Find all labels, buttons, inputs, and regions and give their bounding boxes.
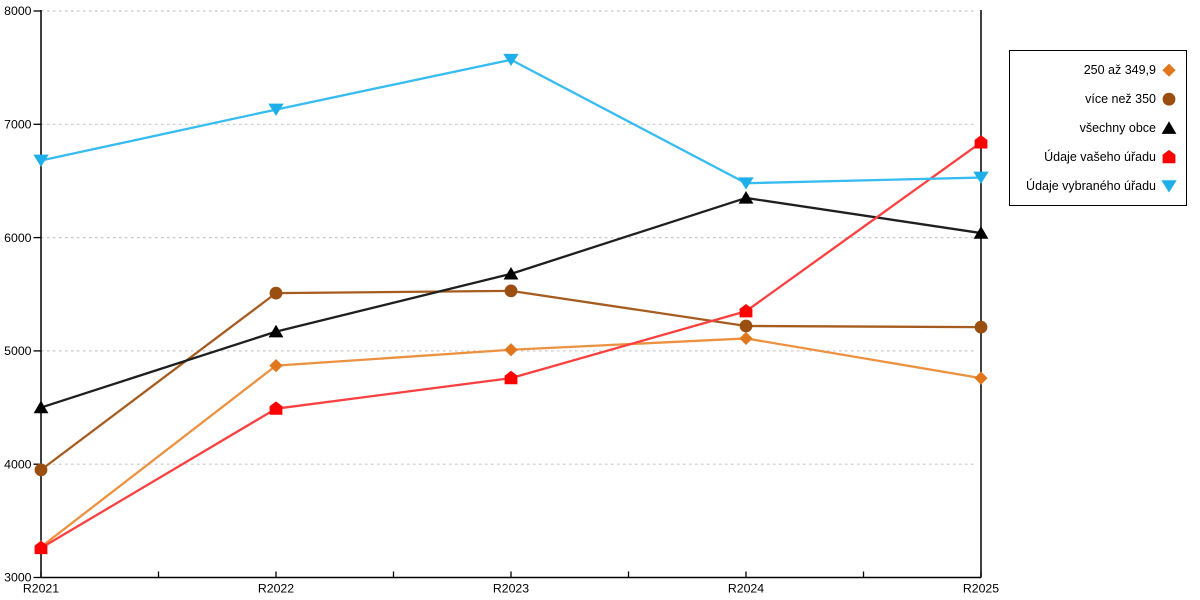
triangle-down-marker (33, 154, 49, 167)
diamond-marker (269, 359, 283, 373)
triangle-up-icon (1161, 121, 1177, 134)
x-axis-label: R2023 (493, 582, 529, 596)
pentagon-marker (269, 401, 283, 415)
y-axis-label: 8000 (4, 4, 32, 18)
legend-marker-shape (1161, 180, 1177, 193)
series-line-4 (40, 58, 982, 185)
triangle-down-marker (738, 177, 754, 190)
legend-item: Údaje vašeho úřadu (1016, 149, 1177, 165)
triangle-up-marker (33, 400, 49, 414)
circle-icon (1162, 92, 1176, 106)
x-axis-label: R2024 (728, 582, 764, 596)
triangle-down-marker (973, 171, 989, 184)
circle-marker (269, 286, 283, 300)
legend-item: všechny obce (1016, 120, 1177, 136)
circle-marker (504, 284, 518, 298)
x-axis-label: R2022 (258, 582, 294, 596)
pentagon-marker (739, 303, 753, 318)
legend-label: více než 350 (1085, 92, 1156, 106)
diamond-icon (1162, 63, 1176, 77)
y-axis-label: 4000 (4, 457, 32, 471)
legend-marker-shape (1161, 121, 1177, 134)
x-axis-label: R2025 (963, 582, 999, 596)
triangle-down-icon (1161, 180, 1177, 193)
legend-marker-shape (1162, 92, 1176, 106)
y-axis-label: 3000 (4, 571, 32, 585)
legend-label: Údaje vašeho úřadu (1044, 150, 1156, 164)
triangle-down-marker (268, 103, 284, 116)
legend-item: 250 až 349,9 (1016, 62, 1177, 78)
legend-label: 250 až 349,9 (1083, 63, 1156, 77)
legend-marker-shape (1162, 63, 1176, 77)
y-axis-label: 5000 (4, 344, 32, 358)
triangle-up-marker (268, 324, 284, 338)
y-axis-label: 6000 (4, 231, 32, 245)
circle-marker (34, 463, 48, 477)
circle-marker (974, 320, 988, 334)
pentagon-marker (504, 370, 518, 385)
triangle-down-marker (503, 53, 519, 67)
y-axis-label: 7000 (4, 118, 32, 132)
legend-label: všechny obce (1079, 121, 1156, 135)
legend-item: více než 350 (1016, 91, 1177, 107)
x-axis-label: R2021 (23, 582, 59, 596)
pentagon-icon (1162, 149, 1176, 164)
series-line-0 (40, 337, 982, 548)
pentagon-marker (34, 540, 48, 555)
diamond-marker (739, 331, 753, 346)
triangle-up-marker (503, 266, 519, 280)
circle-marker (739, 319, 753, 333)
diamond-marker (974, 371, 988, 385)
legend: 250 až 349,9 více než 350 všechny obce Údaj… (1009, 50, 1187, 206)
legend-item: Údaje vybraného úřadu (1016, 178, 1177, 194)
pentagon-marker (974, 135, 988, 149)
triangle-up-marker (973, 226, 989, 239)
triangle-up-marker (738, 191, 754, 204)
diamond-marker (504, 343, 518, 357)
legend-label: Údaje vybraného úřadu (1026, 179, 1156, 193)
legend-marker-shape (1162, 149, 1176, 164)
